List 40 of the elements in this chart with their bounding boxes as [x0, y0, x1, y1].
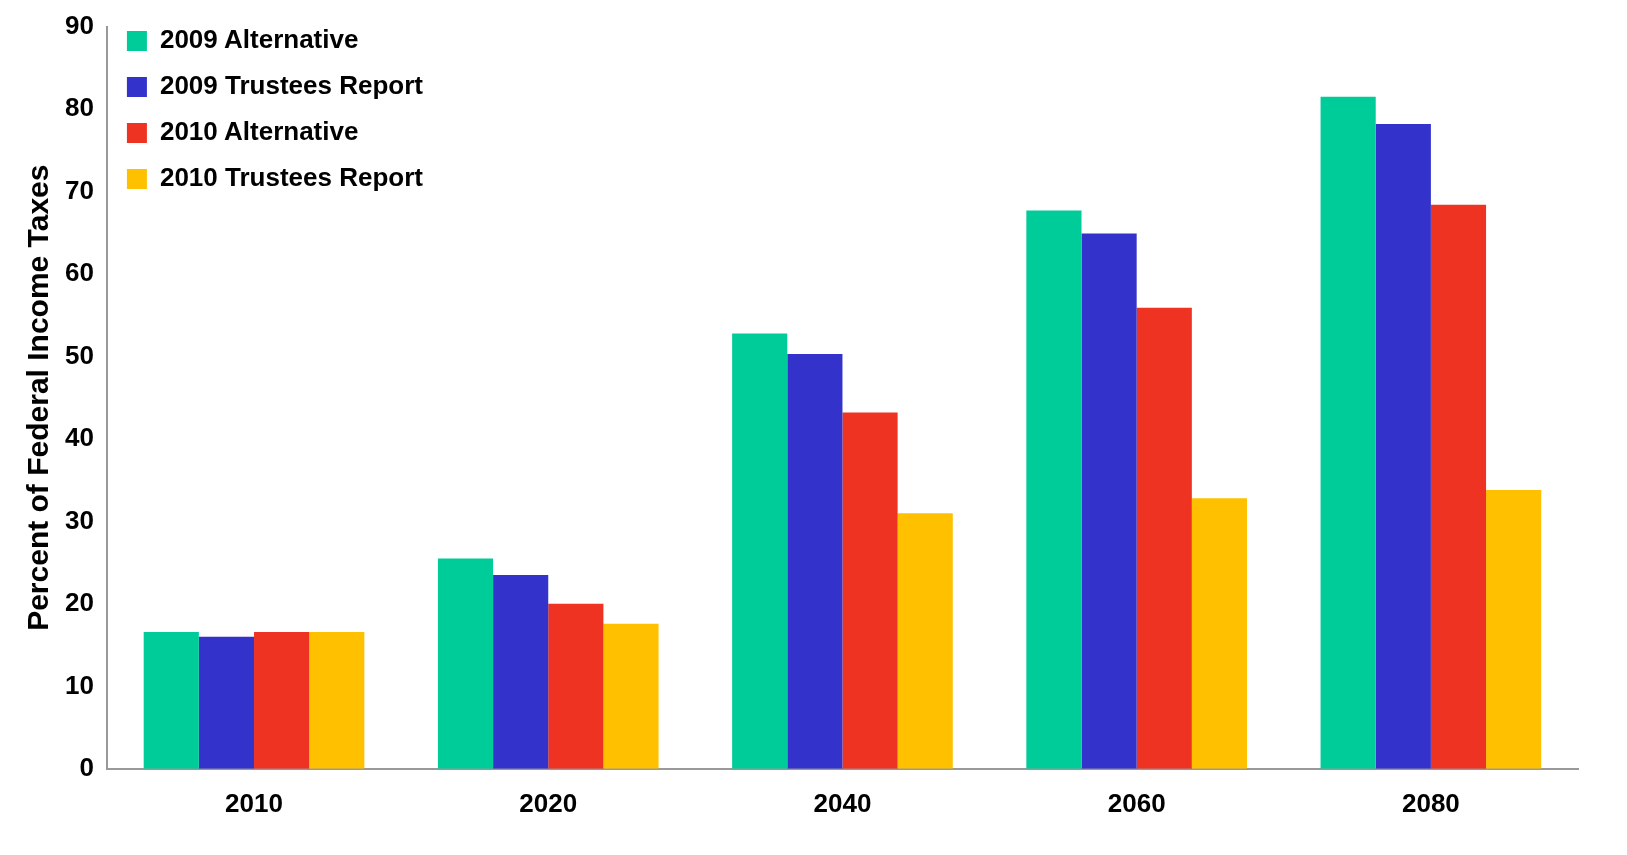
y-tick-label: 90 [65, 9, 94, 40]
x-tick-label: 2010 [225, 787, 283, 818]
bar [143, 631, 199, 769]
y-tick-label: 20 [65, 587, 94, 618]
bar [254, 631, 310, 769]
y-tick-label: 40 [65, 422, 94, 453]
x-tick-label: 2060 [1107, 787, 1166, 818]
legend-label: 2010 Trustees Report [159, 162, 424, 193]
bar [1191, 498, 1248, 769]
bar [493, 575, 549, 769]
bar [548, 603, 604, 769]
bar [603, 623, 659, 769]
y-tick-label: 10 [65, 669, 94, 700]
x-tick-label: 2020 [519, 787, 578, 818]
bar [198, 636, 255, 769]
x-tick-label: 2040 [813, 787, 872, 818]
legend-label: 2009 Trustees Report [159, 70, 424, 101]
x-tick-label: 2080 [1401, 787, 1460, 818]
bar [437, 558, 494, 769]
y-tick-label: 80 [65, 92, 94, 123]
bar [1136, 307, 1192, 769]
bar [1026, 210, 1082, 769]
y-tick-label: 0 [79, 751, 94, 782]
y-tick-label: 60 [65, 257, 94, 288]
legend-label: 2009 Alternative [159, 24, 359, 55]
bar [897, 513, 953, 769]
y-tick-label: 70 [65, 174, 94, 205]
bar [1375, 123, 1431, 769]
y-tick-label: 50 [65, 339, 94, 370]
bar [732, 333, 788, 769]
y-axis-title: Percent of Federal Income Taxes [21, 164, 55, 631]
bar [1430, 204, 1487, 769]
bar [842, 412, 898, 769]
y-tick-label: 30 [65, 504, 94, 535]
legend-label: 2010 Alternative [159, 116, 359, 147]
bar [1081, 233, 1137, 769]
bar [309, 631, 365, 769]
bar [787, 353, 843, 769]
bar [1486, 490, 1542, 769]
bar [1320, 96, 1376, 769]
